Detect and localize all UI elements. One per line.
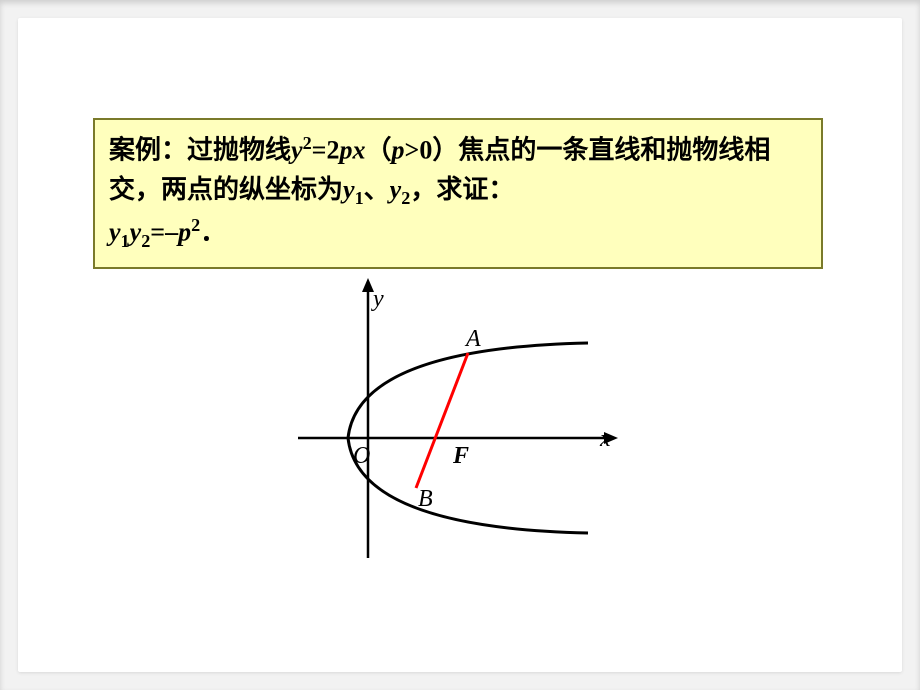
parabola-figure: y x O F A B	[278, 278, 638, 568]
paren-close: ）	[432, 136, 458, 165]
svg-text:O: O	[353, 443, 370, 469]
var-p: p	[339, 136, 352, 165]
var-y2: y	[390, 175, 402, 204]
problem-box: 案例：过抛物线y2=2px（p>0）焦点的一条直线和抛物线相交，两点的纵坐标为y…	[93, 118, 823, 269]
figure-svg: y x O F A B	[278, 278, 638, 568]
svg-text:F: F	[452, 443, 469, 469]
slide-content: 案例：过抛物线y2=2px（p>0）焦点的一条直线和抛物线相交，两点的纵坐标为y…	[18, 18, 902, 672]
neg: –	[165, 218, 178, 247]
text-mid2: ，求证：	[410, 175, 514, 204]
svg-text:B: B	[418, 486, 433, 512]
svg-text:A: A	[464, 326, 481, 352]
prod-y1: y	[109, 218, 121, 247]
exp-2: 2	[303, 133, 312, 153]
paren-open: （	[365, 136, 391, 165]
period: ．	[200, 218, 226, 247]
eq: =	[150, 218, 165, 247]
prod-sub1: 1	[121, 231, 130, 251]
var-p-sq: p	[178, 218, 191, 247]
var-y: y	[291, 136, 303, 165]
var-p2: p	[392, 136, 405, 165]
problem-statement: 案例：过抛物线y2=2px（p>0）焦点的一条直线和抛物线相交，两点的纵坐标为y…	[109, 130, 807, 255]
svg-text:y: y	[371, 286, 384, 312]
svg-text:x: x	[599, 426, 611, 452]
gt0: >0	[405, 136, 433, 165]
var-y1: y	[343, 175, 355, 204]
eq-2: =2	[312, 136, 340, 165]
var-x: x	[352, 136, 365, 165]
sub-2: 2	[401, 188, 410, 208]
prod-y2: y	[130, 218, 142, 247]
exp-p2: 2	[191, 215, 200, 235]
sep: 、	[364, 175, 390, 204]
text-prefix: 案例：过抛物线	[109, 136, 291, 165]
prod-sub2: 2	[141, 231, 150, 251]
sub-1: 1	[355, 188, 364, 208]
